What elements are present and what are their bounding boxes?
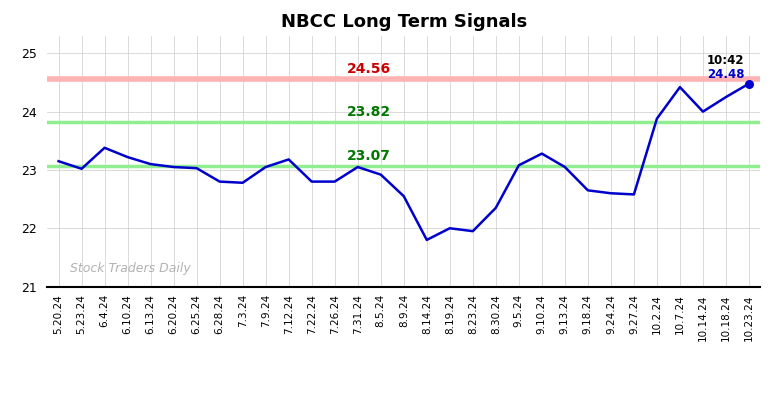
Text: 24.48: 24.48: [707, 68, 744, 81]
Title: NBCC Long Term Signals: NBCC Long Term Signals: [281, 14, 527, 31]
Point: [742, 80, 755, 87]
Text: Stock Traders Daily: Stock Traders Daily: [70, 262, 191, 275]
Text: 23.82: 23.82: [347, 105, 391, 119]
Text: 23.07: 23.07: [347, 149, 391, 163]
Text: 24.56: 24.56: [347, 62, 391, 76]
Text: 10:42: 10:42: [707, 54, 744, 67]
